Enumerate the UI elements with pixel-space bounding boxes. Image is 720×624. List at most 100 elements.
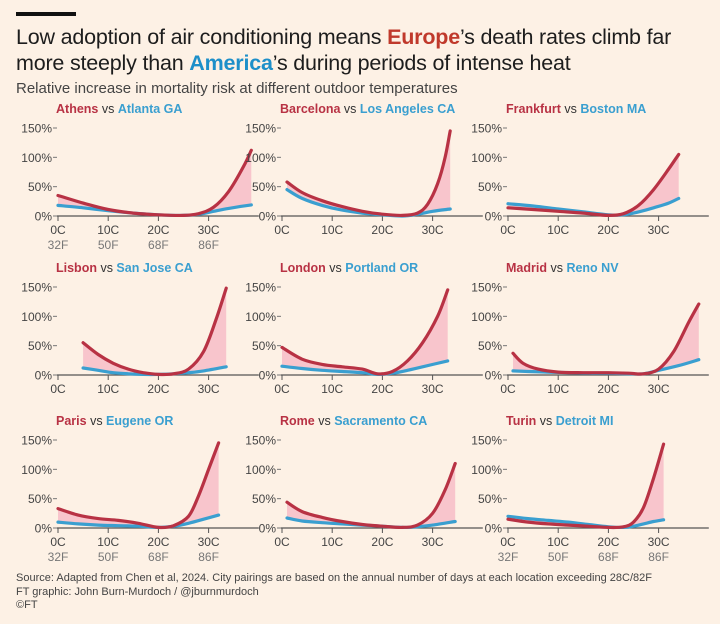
x-tick-label-f: 32F <box>48 238 69 252</box>
vs-label: vs <box>536 414 555 428</box>
y-tick-label: 0% <box>259 369 277 383</box>
y-tick-label: 100% <box>471 310 502 324</box>
x-tick-label-f: 32F <box>48 550 69 564</box>
europe-city-label: Paris <box>56 414 87 428</box>
europe-line <box>56 441 221 530</box>
x-tick-label-c: 20C <box>371 223 393 237</box>
x-tick-label-c: 30C <box>648 382 670 396</box>
y-tick-label: 100% <box>21 310 52 324</box>
y-tick-label: 150% <box>471 434 502 448</box>
x-tick-label-c: 0C <box>274 535 290 549</box>
x-tick-label-c: 30C <box>198 223 220 237</box>
x-tick-label-f: 32F <box>498 550 519 564</box>
x-tick-label-c: 30C <box>422 535 444 549</box>
panel-title: Lisbon vs San Jose CA <box>56 261 193 275</box>
x-tick-label-c: 20C <box>371 535 393 549</box>
panel-barcelona: Barcelona vs Los Angeles CA 0% 50% 100% 150%… <box>245 102 483 237</box>
europe-line <box>506 152 681 218</box>
credit-note: FT graphic: John Burn-Murdoch / @jburnmu… <box>16 585 259 598</box>
y-tick-label: 100% <box>21 151 52 165</box>
panel-title: London vs Portland OR <box>280 261 418 275</box>
america-city-label: Portland OR <box>345 261 418 275</box>
x-tick-label-f: 86F <box>198 550 219 564</box>
y-tick-label: 150% <box>245 122 276 136</box>
panel-title: Barcelona vs Los Angeles CA <box>280 102 455 116</box>
x-tick-label-f: 50F <box>98 550 119 564</box>
y-tick-label: 150% <box>245 434 276 448</box>
america-city-label: San Jose CA <box>116 261 192 275</box>
x-tick-label-c: 10C <box>321 382 343 396</box>
y-tick-label: 150% <box>21 434 52 448</box>
x-tick-label-c: 20C <box>597 535 619 549</box>
x-tick-label-c: 30C <box>648 535 670 549</box>
copyright-note: ©FT <box>16 599 38 611</box>
america-city-label: Boston MA <box>580 102 646 116</box>
panel-madrid: Madrid vs Reno NV 0% 50% 100% 150% 0C 10C 20C 30… <box>471 261 709 396</box>
america-city-label: Detroit MI <box>556 414 614 428</box>
y-tick-label: 100% <box>21 463 52 477</box>
america-city-label: Atlanta GA <box>118 102 183 116</box>
y-tick-label: 0% <box>485 369 503 383</box>
y-tick-label: 50% <box>478 339 502 353</box>
x-tick-label-c: 0C <box>50 382 66 396</box>
vs-label: vs <box>97 261 116 275</box>
america-city-label: Sacramento CA <box>334 414 427 428</box>
x-tick-label-f: 50F <box>548 550 569 564</box>
gap-fill <box>83 288 227 375</box>
gap-fill <box>287 130 451 216</box>
x-tick-label-f: 86F <box>198 238 219 252</box>
y-tick-label: 50% <box>252 339 276 353</box>
x-tick-label-c: 20C <box>597 382 619 396</box>
vs-label: vs <box>340 102 359 116</box>
europe-line <box>81 286 228 377</box>
x-tick-label-c: 0C <box>500 535 516 549</box>
europe-line <box>285 129 452 218</box>
x-tick-label-c: 20C <box>147 382 169 396</box>
gap-fill <box>513 304 699 374</box>
panel-rome: Rome vs Sacramento CA 0% 50% 100% 150% 0C 10C 2… <box>245 414 483 549</box>
x-tick-label-c: 10C <box>547 535 569 549</box>
x-tick-label-c: 30C <box>648 223 670 237</box>
y-tick-label: 150% <box>21 122 52 136</box>
x-tick-label-c: 10C <box>97 223 119 237</box>
panel-title: Rome vs Sacramento CA <box>280 414 427 428</box>
y-tick-label: 50% <box>478 492 502 506</box>
europe-city-label: London <box>280 261 326 275</box>
europe-line <box>280 288 450 376</box>
vs-label: vs <box>561 102 580 116</box>
x-tick-label-c: 20C <box>147 223 169 237</box>
y-tick-label: 0% <box>35 210 53 224</box>
x-tick-label-f: 68F <box>598 550 619 564</box>
america-city-label: Reno NV <box>566 261 619 275</box>
y-tick-label: 50% <box>252 180 276 194</box>
y-tick-label: 100% <box>245 151 276 165</box>
y-tick-label: 0% <box>35 369 53 383</box>
gap-fill <box>282 289 448 375</box>
panel-title: Athens vs Atlanta GA <box>56 102 182 116</box>
x-tick-label-c: 30C <box>198 382 220 396</box>
panel-title: Turin vs Detroit MI <box>506 414 613 428</box>
y-tick-label: 150% <box>471 122 502 136</box>
x-tick-label-c: 0C <box>50 223 66 237</box>
x-tick-label-f: 68F <box>148 238 169 252</box>
y-tick-label: 50% <box>478 180 502 194</box>
y-tick-label: 50% <box>28 492 52 506</box>
x-tick-label-c: 0C <box>274 382 290 396</box>
america-city-label: Eugene OR <box>106 414 173 428</box>
title-europe: Europe <box>387 25 460 49</box>
chart-title: Low adoption of air conditioning means E… <box>16 25 672 75</box>
x-tick-label-c: 0C <box>500 382 516 396</box>
brand-bar <box>16 12 76 16</box>
y-tick-label: 150% <box>245 281 276 295</box>
x-tick-label-c: 10C <box>321 535 343 549</box>
europe-city-label: Frankfurt <box>506 102 562 116</box>
y-tick-label: 100% <box>245 310 276 324</box>
x-tick-label-c: 30C <box>422 382 444 396</box>
y-tick-label: 50% <box>28 180 52 194</box>
europe-city-label: Madrid <box>506 261 547 275</box>
y-tick-label: 0% <box>485 522 503 536</box>
